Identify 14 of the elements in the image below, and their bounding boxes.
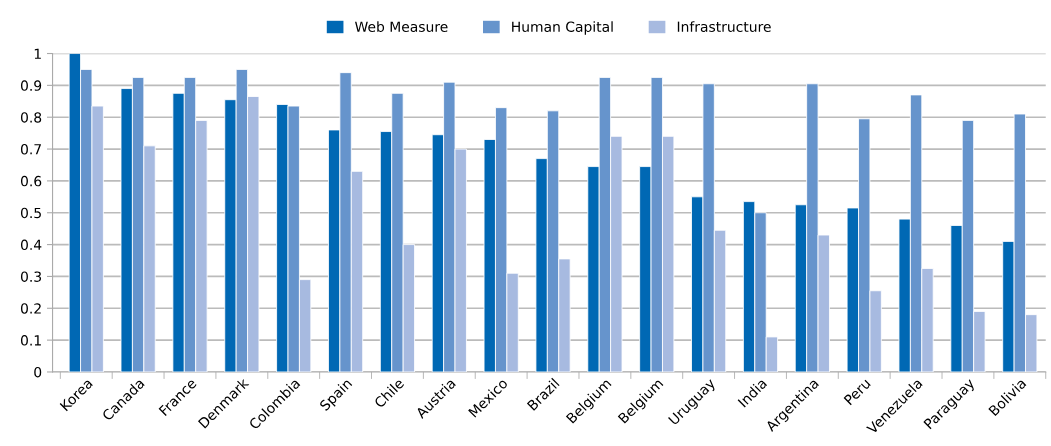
legend-label: Human Capital [512,21,613,35]
legend-label: Infrastructure [677,21,771,32]
y-tick-label: 0.4 [20,239,42,251]
y-tick-label: 0.1 [20,335,41,346]
y-tick-label: 0.6 [20,175,42,187]
y-tick-label: 0.7 [20,144,41,155]
y-tick-label: 0 [34,366,42,378]
y-tick-label: 0.9 [20,80,42,91]
y-tick-label: 0.8 [20,112,42,123]
legend-label: Web Measure [355,21,448,32]
y-tick-label: 0.2 [20,303,41,314]
y-tick-label: 0.5 [20,207,41,219]
y-tick-label: 0.3 [20,271,42,282]
y-tick-label: 1 [34,48,41,59]
